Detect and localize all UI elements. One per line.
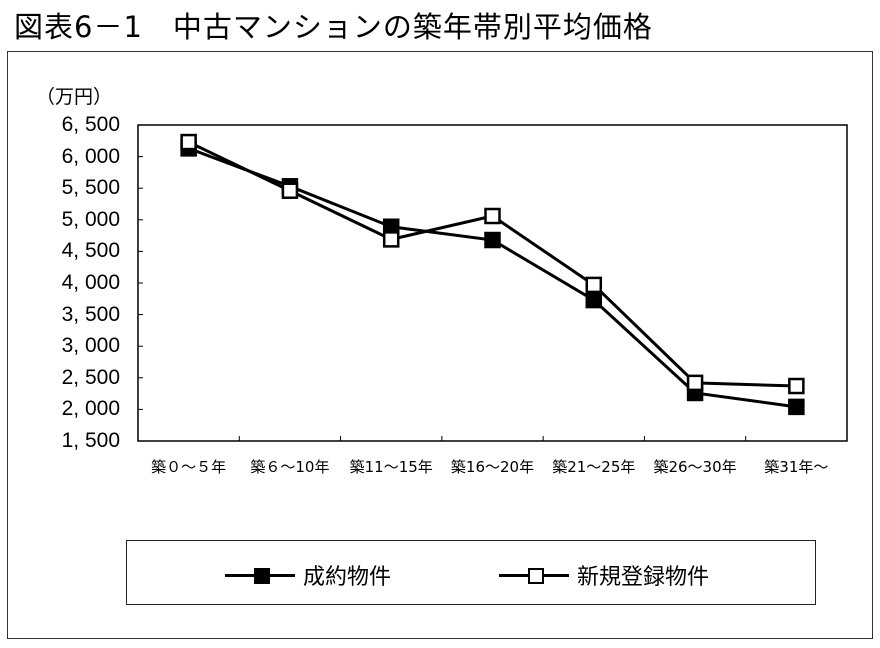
filled-square-marker-icon <box>225 563 295 587</box>
y-tick-label: 5, 000 <box>61 207 120 231</box>
open-square-marker-icon <box>382 231 400 248</box>
legend-item-new-listing: 新規登録物件 <box>499 559 709 591</box>
legend-label: 新規登録物件 <box>577 565 710 590</box>
y-tick-label: 4, 500 <box>61 239 120 263</box>
y-tick-label: 6, 500 <box>61 113 120 136</box>
x-tick-label: 築26～30年 <box>653 458 737 476</box>
x-tick-label: 築21～25年 <box>552 458 636 476</box>
x-tick-label: 築０～５年 <box>151 458 227 476</box>
filled-square-marker-icon <box>788 398 805 416</box>
open-square-marker-icon <box>281 182 299 199</box>
open-square-marker-icon <box>686 374 704 392</box>
y-tick-label: 6, 000 <box>61 144 120 168</box>
open-square-marker-icon <box>788 377 805 395</box>
y-tick-label: 1, 500 <box>61 429 120 452</box>
y-axis-unit-label: （万円） <box>36 86 113 108</box>
x-tick-label: 築16～20年 <box>450 458 535 476</box>
legend: 成約物件 新規登録物件 <box>126 540 816 605</box>
filled-square-marker-icon <box>484 231 501 249</box>
y-tick-label: 4, 000 <box>61 271 120 294</box>
y-tick-label: 3, 500 <box>61 302 120 326</box>
legend-label: 成約物件 <box>303 565 392 590</box>
y-tick-label: 5, 500 <box>61 176 120 200</box>
y-tick-label: 2, 000 <box>61 397 120 421</box>
y-tick-label: 2, 500 <box>61 365 120 389</box>
open-square-marker-icon <box>180 133 197 151</box>
plot-area <box>137 124 848 442</box>
filled-square-marker-icon <box>585 291 603 309</box>
chart-title: 図表6－1 中古マンションの築年帯別平均価格 <box>14 10 653 44</box>
open-square-marker-icon <box>585 276 603 294</box>
legend-item-contracted: 成約物件 <box>225 559 391 591</box>
x-tick-label: 築６～10年 <box>250 458 330 476</box>
x-tick-label: 築11～15年 <box>349 458 433 476</box>
x-tick-label: 築31年～ <box>764 458 829 476</box>
open-square-marker-icon <box>499 563 569 587</box>
y-tick-label: 3, 000 <box>61 334 120 358</box>
open-square-marker-icon <box>484 207 501 225</box>
